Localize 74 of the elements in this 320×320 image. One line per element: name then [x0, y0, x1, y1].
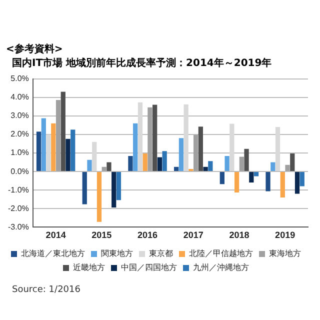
bar: [96, 172, 102, 222]
bar: [285, 164, 290, 172]
bar: [230, 124, 234, 172]
bar: [208, 161, 213, 172]
bar: [36, 132, 42, 172]
bar: [184, 104, 188, 172]
bar: [270, 162, 276, 172]
bar: [106, 162, 112, 172]
bar: [116, 172, 122, 200]
bar: [254, 172, 259, 176]
bar: [203, 166, 208, 172]
bar: [46, 134, 51, 172]
bar: [198, 126, 203, 172]
legend-label: 東京都: [149, 249, 173, 258]
bar: [157, 157, 162, 172]
x-tick-label: 2019: [275, 230, 296, 240]
bar: [178, 138, 184, 172]
x-tick-label: 2014: [46, 230, 66, 240]
chart-subtitle: <参考資料>: [6, 42, 63, 56]
y-tick-label: 3.0%: [10, 111, 29, 120]
bar: [224, 156, 230, 172]
legend-label: 関東地方: [101, 249, 133, 258]
bar: [82, 172, 87, 204]
bar: [102, 166, 106, 172]
y-tick-label: 1.0%: [10, 148, 29, 158]
bar: [142, 154, 148, 172]
x-tick-label: 2015: [92, 230, 112, 240]
bar: [239, 156, 244, 172]
source-note: Source: 1/2016: [12, 285, 80, 295]
bar: [220, 172, 224, 184]
y-tick-label: 2.0%: [10, 130, 29, 139]
legend-label: 近畿地方: [73, 263, 105, 272]
bar: [234, 172, 240, 193]
bar: [148, 107, 152, 172]
bar: [300, 172, 304, 186]
bar: [128, 156, 133, 172]
y-tick-label: 5.0%: [10, 74, 29, 84]
legend-label: 東海地方: [269, 249, 301, 258]
bar: [51, 123, 56, 172]
bar: [66, 138, 70, 172]
bar: [174, 166, 179, 172]
bar: [244, 148, 249, 172]
y-tick-label: 0.0%: [10, 166, 29, 176]
bar: [162, 151, 167, 172]
y-tick-label: -3.0%: [8, 222, 29, 232]
bar: [294, 172, 300, 194]
bar: [112, 172, 116, 208]
bar: [92, 142, 97, 172]
bar: [280, 172, 285, 198]
legend-label: 北海道／東北地方: [21, 249, 85, 258]
y-tick-label: -2.0%: [8, 204, 29, 213]
x-tick-label: 2017: [183, 230, 204, 240]
bar: [266, 172, 270, 192]
bar: [56, 100, 61, 172]
bar: [60, 92, 66, 172]
bar: [41, 118, 46, 172]
bar: [249, 172, 254, 182]
bar: [138, 102, 143, 172]
bar: [70, 130, 76, 172]
bar: [87, 160, 92, 172]
bar: [275, 127, 280, 172]
bar: [152, 104, 158, 172]
legend-label: 北陸／甲信越地方: [189, 249, 253, 258]
y-tick-label: -1.0%: [8, 185, 29, 194]
bar: [188, 168, 194, 172]
y-tick-label: 4.0%: [10, 92, 29, 102]
bar: [193, 135, 198, 172]
chart-title: 国内IT市場 地域別前年比成長率予測：2014年～2019年: [12, 56, 272, 70]
bar: [133, 123, 138, 172]
x-tick-label: 2016: [138, 230, 158, 240]
bar: [290, 154, 295, 172]
legend-label: 九州／沖縄地方: [193, 263, 249, 272]
legend-label: 中国／四国地方: [121, 263, 177, 272]
x-tick-label: 2018: [229, 230, 250, 240]
